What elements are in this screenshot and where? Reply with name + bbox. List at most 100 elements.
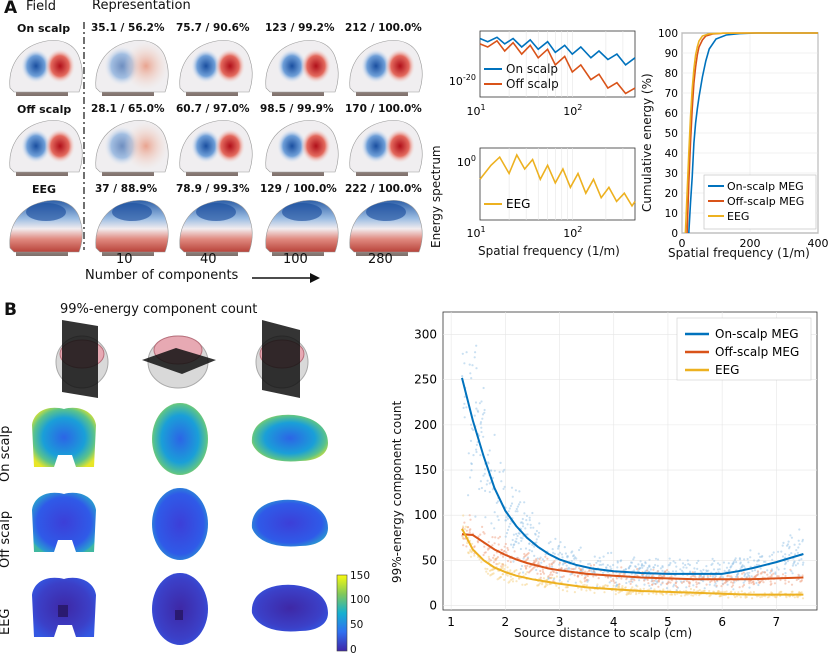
energy-spectrum-xlabel: Spatial frequency (1/m)	[478, 244, 620, 258]
brain-map-sagittal-r1	[251, 499, 328, 547]
panel-b-title: 99%-energy component count	[60, 302, 258, 317]
fraction-on-280: 212 / 100.0%	[345, 22, 422, 34]
brain-map-axial-r2	[152, 573, 208, 645]
spectrum-meg-legend-1: Off scalp	[506, 77, 559, 91]
energy-spectrum-eeg-chart: EEG 100 101 102	[457, 147, 636, 240]
cumulative-energy-chart: 0 10 20 30 40 50 60 70 80 90 100 0 200 400 On-scalp ME…	[658, 28, 829, 250]
axial-slice-head-icon	[142, 335, 216, 389]
spectrum-eeg-series	[479, 153, 636, 208]
cumulative-ytick-20: 20	[665, 188, 678, 200]
brain-map-axial-r0	[152, 403, 208, 475]
spectrum-eeg-ytick: 100	[457, 154, 476, 169]
scatter-cloud-1	[461, 514, 804, 589]
cumulative-ytick-40: 40	[665, 148, 678, 160]
panel-a-row-label-off-scalp: Off scalp	[17, 103, 72, 116]
cumulative-xtick-0: 0	[679, 237, 686, 250]
panel-b-row-label-eeg: EEG	[0, 608, 13, 635]
spectrum-meg-series-off-scalp	[479, 39, 636, 95]
cumulative-ytick-10: 10	[665, 208, 678, 220]
brain-map-coronal-r1	[32, 492, 96, 552]
scatter-xtick-7: 7	[773, 615, 781, 629]
fraction-eeg-100: 129 / 100.0%	[260, 183, 337, 195]
scatter-legend-2: EEG	[715, 363, 739, 377]
brain-map-sagittal-r2	[251, 584, 328, 632]
scatter-ytick-250: 250	[414, 373, 437, 387]
scatter-legend-0: On-scalp MEG	[715, 327, 799, 341]
cumulative-legend-2: EEG	[727, 210, 749, 223]
head-map-r2-c0	[9, 200, 83, 256]
cumulative-ytick-50: 50	[665, 128, 678, 140]
scatter-ytick-150: 150	[414, 463, 437, 477]
cumulative-xtick-400: 400	[808, 237, 829, 250]
eeg-axial-dark-patch	[175, 610, 183, 620]
colorbar-tick-100: 100	[350, 594, 371, 606]
spectrum-eeg-legend-0: EEG	[506, 197, 530, 211]
fraction-eeg-40: 78.9 / 99.3%	[176, 183, 250, 195]
head-map-r0-c3	[265, 40, 339, 96]
head-map-r0-c0	[9, 40, 83, 96]
brain-map-axial-r1	[152, 488, 208, 560]
energy-spectrum-ylabel: Energy spectrum	[429, 145, 443, 248]
panel-b-row-label-on-scalp: On scalp	[0, 425, 13, 482]
scatter-xtick-2: 2	[502, 615, 510, 629]
scatter-trend-2	[461, 528, 804, 596]
head-map-r0-c1	[95, 40, 169, 96]
colorbar-tick-0: 0	[350, 644, 357, 656]
spectrum-meg-legend-0: On scalp	[506, 62, 558, 76]
cumulative-ytick-30: 30	[665, 168, 678, 180]
fraction-eeg-10: 37 / 88.9%	[95, 183, 158, 195]
fraction-on-40: 75.7 / 90.6%	[176, 22, 250, 34]
scatter-ytick-200: 200	[414, 418, 437, 432]
scatter-ytick-100: 100	[414, 508, 437, 522]
scatter-xtick-5: 5	[664, 615, 672, 629]
head-map-r2-c3	[265, 200, 339, 256]
ncomp-280: 280	[368, 252, 393, 267]
scatter-legend-1: Off-scalp MEG	[715, 345, 799, 359]
field-header: Field	[26, 0, 57, 14]
scatter-xtick-4: 4	[610, 615, 618, 629]
head-map-r2-c2	[179, 200, 253, 256]
scatter-ylabel: 99%-energy component count	[390, 400, 404, 583]
brain-map-sagittal-r0	[251, 414, 328, 462]
scatter-xtick-6: 6	[718, 615, 726, 629]
fraction-on-100: 123 / 99.2%	[265, 22, 335, 34]
cumulative-ytick-60: 60	[665, 108, 678, 120]
cumulative-energy-ylabel: Cumulative energy (%)	[640, 73, 654, 212]
fraction-eeg-280: 222 / 100.0%	[345, 183, 422, 195]
scatter-ytick-300: 300	[414, 328, 437, 342]
ncomp-100: 100	[283, 252, 308, 267]
panel-a-row-label-eeg: EEG	[32, 183, 57, 196]
fraction-off-10: 28.1 / 65.0%	[91, 103, 165, 115]
coronal-slice-head-icon	[55, 320, 109, 398]
scatter-xtick-3: 3	[556, 615, 564, 629]
spectrum-meg-ytick: 10-20	[449, 73, 476, 88]
cumulative-legend-1: Off-scalp MEG	[727, 195, 804, 208]
head-map-r1-c4	[349, 120, 423, 176]
cumulative-ytick-100: 100	[658, 28, 678, 40]
scatter-trend-0	[461, 377, 804, 575]
colorbar	[336, 574, 348, 652]
fraction-on-10: 35.1 / 56.2%	[91, 22, 165, 34]
cumulative-energy-xlabel: Spatial frequency (1/m)	[668, 246, 810, 260]
ncomp-10: 10	[116, 252, 133, 267]
scatter-xtick-1: 1	[447, 615, 455, 629]
fraction-off-40: 60.7 / 97.0%	[176, 103, 250, 115]
panel-a-letter: A	[4, 0, 18, 18]
panel-a-row-label-on-scalp: On scalp	[17, 22, 71, 35]
head-map-r2-c1	[95, 200, 169, 256]
panel-b-brain-maps	[32, 320, 348, 652]
cumulative-ytick-70: 70	[665, 88, 678, 100]
head-map-r1-c1	[95, 120, 169, 176]
cumulative-series-2	[684, 32, 818, 234]
head-map-r1-c2	[179, 120, 253, 176]
component-count-scatter-chart: 0 50 100 150 200 250 300 1 2 3 4 5 6 7 On-scalp MEG Off…	[414, 311, 818, 629]
colorbar-tick-150: 150	[350, 570, 371, 582]
head-map-r1-c0	[9, 120, 83, 176]
head-map-r0-c2	[179, 40, 253, 96]
panel-a-heads	[9, 22, 423, 256]
scatter-trend-1	[461, 533, 804, 581]
cumulative-ytick-0: 0	[671, 228, 678, 240]
panel-b-letter: B	[4, 300, 17, 320]
spectrum-meg-series-on-scalp	[479, 36, 636, 67]
